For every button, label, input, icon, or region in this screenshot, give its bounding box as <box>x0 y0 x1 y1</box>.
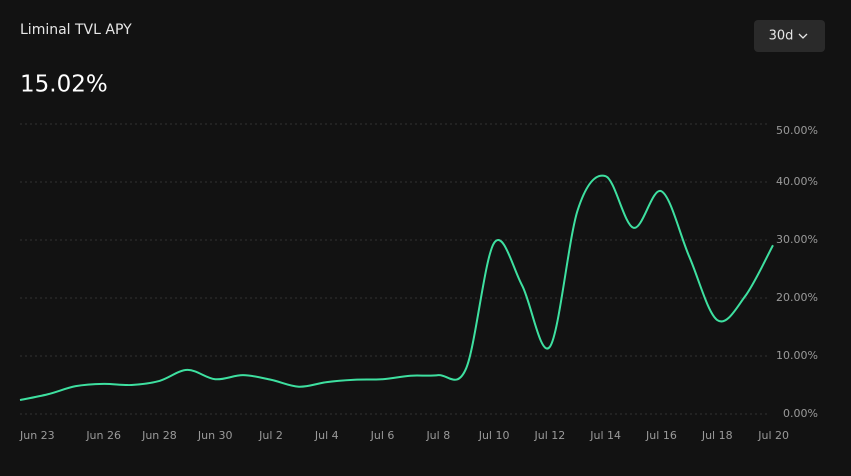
x-tick-label: Jun 26 <box>85 429 121 442</box>
x-tick-label: Jul 20 <box>757 429 789 442</box>
y-tick-label: 10.00% <box>776 349 818 362</box>
x-tick-label: Jul 16 <box>645 429 677 442</box>
y-tick-label: 50.00% <box>776 124 818 137</box>
range-button-bg[interactable] <box>754 20 825 52</box>
line <box>19 174 774 402</box>
x-tick-label: Jul 6 <box>370 429 395 442</box>
x-tick-label: Jul 14 <box>589 429 621 442</box>
y-tick-label: 20.00% <box>776 291 818 304</box>
x-tick-label: Jul 8 <box>425 429 450 442</box>
x-tick-label: Jun 30 <box>197 429 233 442</box>
chevron[interactable] <box>798 33 808 39</box>
chart-title: Liminal TVL APY <box>20 22 132 38</box>
x-tick-label: Jul 10 <box>478 429 510 442</box>
x-tick-label: Jun 28 <box>141 429 177 442</box>
x-tick-label: Jul 4 <box>314 429 339 442</box>
x-tick-label: Jun 23 <box>19 429 55 442</box>
headline-value: 15.02% <box>20 72 108 98</box>
y-tick-label: 0.00% <box>783 407 818 420</box>
x-tick-label: Jul 12 <box>534 429 566 442</box>
y-tick-label: 40.00% <box>776 175 818 188</box>
x-tick-label: Jul 18 <box>701 429 733 442</box>
range-label[interactable]: 30d <box>769 29 794 44</box>
y-tick-label: 30.00% <box>776 233 818 246</box>
range-button[interactable]: 30d <box>754 20 825 52</box>
x-tick-label: Jul 2 <box>258 429 283 442</box>
